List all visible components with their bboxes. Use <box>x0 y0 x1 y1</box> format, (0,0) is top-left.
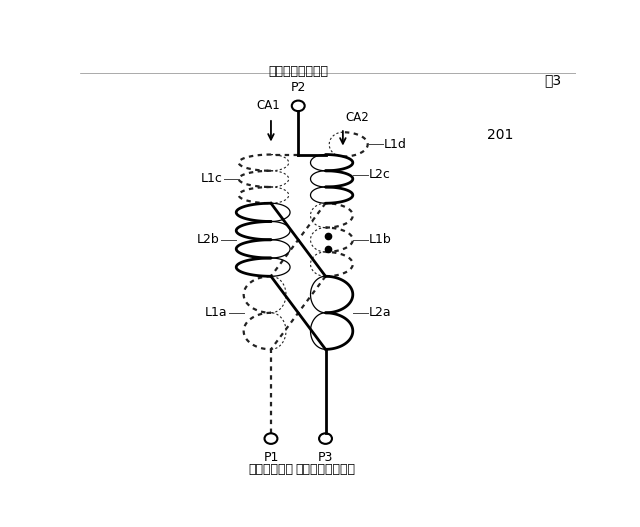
Text: L2a: L2a <box>369 306 392 319</box>
Text: CA2: CA2 <box>346 111 369 124</box>
Text: P3: P3 <box>318 451 333 464</box>
Text: P2: P2 <box>291 82 306 94</box>
Text: L1b: L1b <box>369 233 392 246</box>
Text: CA1: CA1 <box>257 99 280 112</box>
Text: （アンテナ端子）: （アンテナ端子） <box>268 65 328 78</box>
Text: L1a: L1a <box>205 306 227 319</box>
Text: P1: P1 <box>263 451 278 464</box>
Text: L1c: L1c <box>200 172 222 186</box>
Text: L1d: L1d <box>384 138 407 151</box>
Text: 201: 201 <box>486 128 513 142</box>
Text: （給電端子）: （給電端子） <box>248 463 294 476</box>
Text: （グランド端子）: （グランド端子） <box>296 463 356 476</box>
Text: 図3: 図3 <box>544 73 561 87</box>
Text: L2c: L2c <box>369 168 391 181</box>
Text: L2b: L2b <box>197 233 220 246</box>
